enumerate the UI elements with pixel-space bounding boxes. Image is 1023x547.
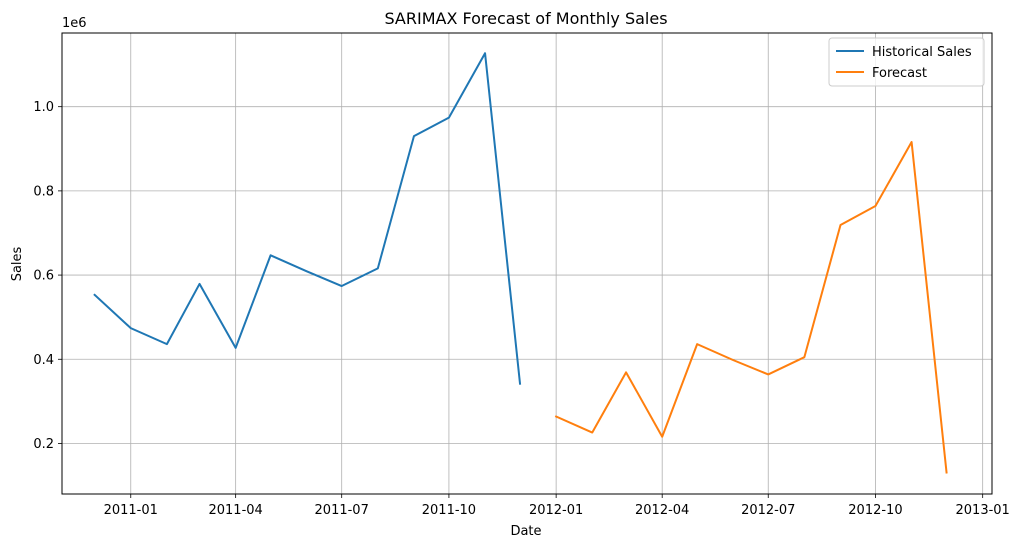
grid-lines — [62, 33, 992, 494]
y-tick-label: 0.6 — [33, 269, 54, 284]
legend-label-forecast: Forecast — [872, 66, 927, 81]
x-tick-label: 2012-04 — [635, 503, 689, 518]
legend-box — [828, 37, 985, 87]
y-offset-text: 1e6 — [62, 16, 87, 31]
chart-title: SARIMAX Forecast of Monthly Sales — [384, 9, 667, 28]
x-axis-title: Date — [510, 524, 541, 539]
x-tick-label: 2011-01 — [104, 503, 158, 518]
x-tick-label: 2012-10 — [848, 503, 902, 518]
x-tick-label: 2011-10 — [422, 503, 476, 518]
axis-ticks: 2011-01 2011-04 2011-07 2011-10 2012-01 2012-… — [33, 100, 1010, 518]
legend-label-historical: Historical Sales — [872, 45, 972, 60]
legend: Historical Sales Forecast — [828, 37, 985, 87]
y-tick-label: 0.8 — [33, 184, 54, 199]
x-tick-label: 2011-04 — [208, 503, 262, 518]
y-tick-label: 0.4 — [33, 353, 54, 368]
y-tick-label: 1.0 — [33, 100, 54, 115]
y-tick-label: 0.2 — [33, 437, 54, 452]
x-tick-label: 2013-01 — [956, 503, 1010, 518]
plot-frame — [61, 32, 993, 495]
x-tick-label: 2012-07 — [741, 503, 795, 518]
x-tick-label: 2011-07 — [315, 503, 369, 518]
historical-sales-line — [93, 52, 522, 385]
y-axis-title: Sales — [10, 246, 25, 281]
forecast-line — [554, 141, 948, 474]
series-lines — [93, 52, 948, 474]
x-tick-label: 2012-01 — [529, 503, 583, 518]
